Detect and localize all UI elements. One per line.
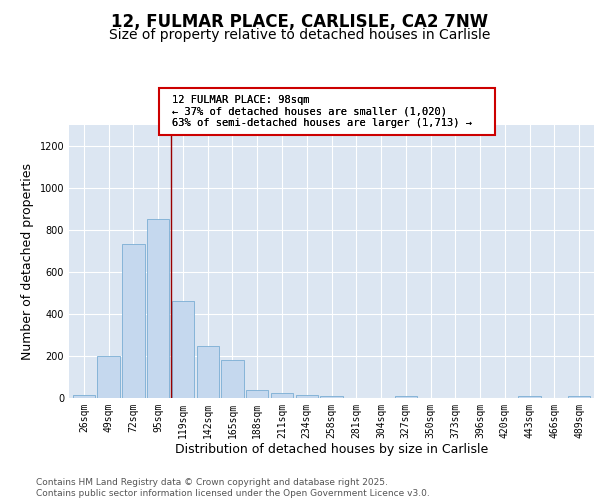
Bar — [246, 390, 268, 398]
Bar — [122, 244, 145, 398]
Bar — [518, 396, 541, 398]
Bar — [147, 220, 169, 398]
Bar — [197, 346, 219, 398]
Text: 12 FULMAR PLACE: 98sqm
← 37% of detached houses are smaller (1,020)
63% of semi-: 12 FULMAR PLACE: 98sqm ← 37% of detached… — [172, 94, 472, 128]
Bar — [221, 360, 244, 398]
Bar — [395, 396, 417, 398]
Text: Size of property relative to detached houses in Carlisle: Size of property relative to detached ho… — [109, 28, 491, 42]
Bar — [296, 395, 318, 398]
Bar — [568, 396, 590, 398]
Text: 12 FULMAR PLACE: 98sqm
← 37% of detached houses are smaller (1,020)
63% of semi-: 12 FULMAR PLACE: 98sqm ← 37% of detached… — [172, 94, 472, 128]
Bar — [320, 396, 343, 398]
Bar — [97, 356, 120, 398]
Bar — [73, 395, 95, 398]
Text: 12, FULMAR PLACE, CARLISLE, CA2 7NW: 12, FULMAR PLACE, CARLISLE, CA2 7NW — [112, 12, 488, 30]
Text: Contains HM Land Registry data © Crown copyright and database right 2025.
Contai: Contains HM Land Registry data © Crown c… — [36, 478, 430, 498]
Bar — [172, 301, 194, 398]
Bar — [271, 394, 293, 398]
X-axis label: Distribution of detached houses by size in Carlisle: Distribution of detached houses by size … — [175, 443, 488, 456]
FancyBboxPatch shape — [158, 88, 494, 135]
Y-axis label: Number of detached properties: Number of detached properties — [21, 163, 34, 360]
